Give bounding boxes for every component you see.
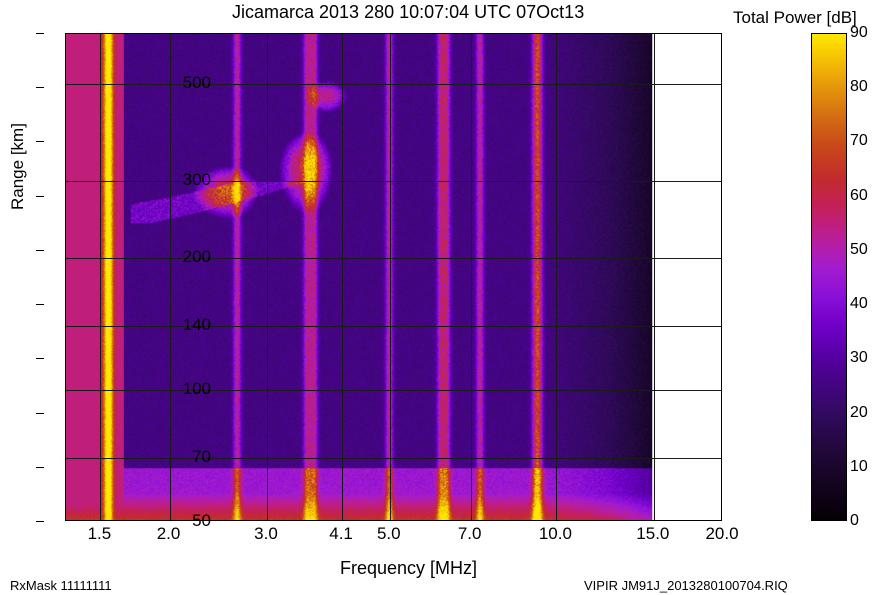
y-tick-label-300: 300 <box>156 170 211 190</box>
colorbar[interactable] <box>811 33 847 521</box>
y-tick-label-200: 200 <box>156 247 211 267</box>
colorbar-tick-50 <box>36 250 44 251</box>
colorbar-tick-0 <box>36 521 44 522</box>
file-info-label: VIPIR JM91J_2013280100704.RIQ <box>584 578 788 593</box>
ionogram-window: Jicamarca 2013 280 10:07:04 UTC 07Oct13 … <box>0 0 874 595</box>
y-tick-label-100: 100 <box>156 379 211 399</box>
x-axis-label: Frequency [MHz] <box>340 558 477 579</box>
colorbar-ticklabel-40: 40 <box>850 295 868 313</box>
y-tick-label-500: 500 <box>156 73 211 93</box>
x-tick-label-15: 15.0 <box>636 524 669 544</box>
x-tick-label-20: 20.0 <box>705 524 738 544</box>
x-tick-label-10: 10.0 <box>539 524 572 544</box>
colorbar-ticklabel-20: 20 <box>850 404 868 422</box>
x-tick-label-2: 2.0 <box>157 524 181 544</box>
colorbar-tick-60 <box>36 196 44 197</box>
x-tick-label-3: 3.0 <box>254 524 278 544</box>
y-axis-label: Range [km] <box>8 123 28 210</box>
colorbar-tick-90 <box>36 33 44 34</box>
colorbar-ticklabel-30: 30 <box>850 349 868 367</box>
plot-title: Jicamarca 2013 280 10:07:04 UTC 07Oct13 <box>232 2 584 23</box>
colorbar-ticklabel-80: 80 <box>850 78 868 96</box>
x-tick-label-4.1: 4.1 <box>329 524 353 544</box>
colorbar-tick-20 <box>36 413 44 414</box>
colorbar-tick-40 <box>36 304 44 305</box>
colorbar-tick-70 <box>36 141 44 142</box>
colorbar-ticklabel-70: 70 <box>850 132 868 150</box>
y-tick-label-70: 70 <box>156 447 211 467</box>
colorbar-tick-30 <box>36 358 44 359</box>
x-tick-label-5: 5.0 <box>377 524 401 544</box>
x-tick-label-7: 7.0 <box>458 524 482 544</box>
colorbar-title: Total Power [dB] <box>733 8 857 28</box>
colorbar-tick-10 <box>36 467 44 468</box>
colorbar-ticklabel-10: 10 <box>850 458 868 476</box>
colorbar-ticklabel-90: 90 <box>850 24 868 42</box>
colorbar-ticklabel-50: 50 <box>850 241 868 259</box>
colorbar-ticklabel-60: 60 <box>850 187 868 205</box>
colorbar-tick-80 <box>36 87 44 88</box>
y-tick-label-140: 140 <box>156 315 211 335</box>
colorbar-ticklabel-0: 0 <box>850 512 859 530</box>
colorbar-gradient <box>812 34 846 520</box>
x-tick-label-1.5: 1.5 <box>88 524 112 544</box>
rxmask-label: RxMask 11111111 <box>10 578 112 593</box>
